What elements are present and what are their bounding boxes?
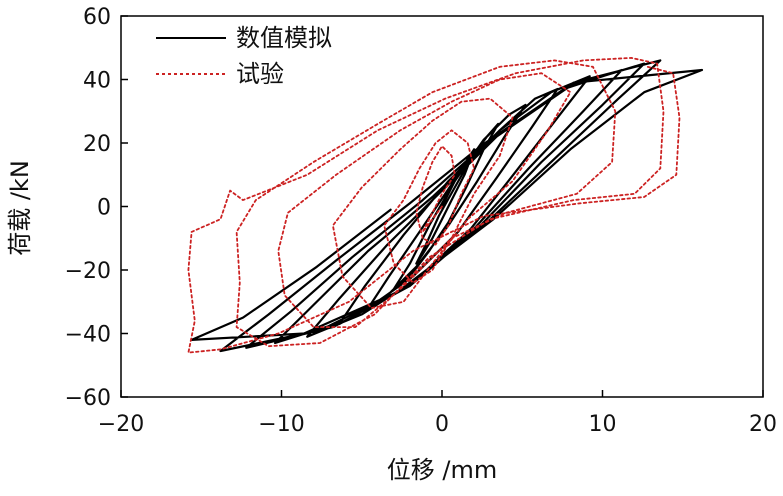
legend-label-simulation: 数值模拟: [236, 24, 332, 52]
y-tick-label: −40: [65, 323, 111, 348]
y-tick-label: 60: [83, 5, 111, 30]
y-tick-label: −60: [65, 386, 111, 411]
tick-labels: −20 −10 0 10 20 −60 −40 −20 0 20 40 60: [65, 5, 777, 437]
x-tick-label: −10: [258, 412, 304, 437]
x-tick-label: 10: [589, 412, 617, 437]
plot-lines: [187, 57, 704, 354]
y-tick-label: −20: [65, 259, 111, 284]
series-line-simulation: [190, 59, 704, 353]
series-line-test: [187, 57, 681, 354]
y-tick-label: 40: [83, 69, 111, 94]
tick-marks: [120, 15, 764, 398]
x-tick-label: −20: [98, 412, 144, 437]
y-tick-label: 0: [97, 196, 111, 221]
x-tick-label: 0: [435, 412, 449, 437]
y-axis-title: 荷载 /kN: [6, 160, 34, 256]
x-axis-title: 位移 /mm: [387, 456, 497, 484]
x-tick-label: 20: [749, 412, 777, 437]
y-tick-label: 20: [83, 132, 111, 157]
legend: 数值模拟 试验: [156, 24, 332, 88]
legend-label-test: 试验: [236, 60, 284, 88]
